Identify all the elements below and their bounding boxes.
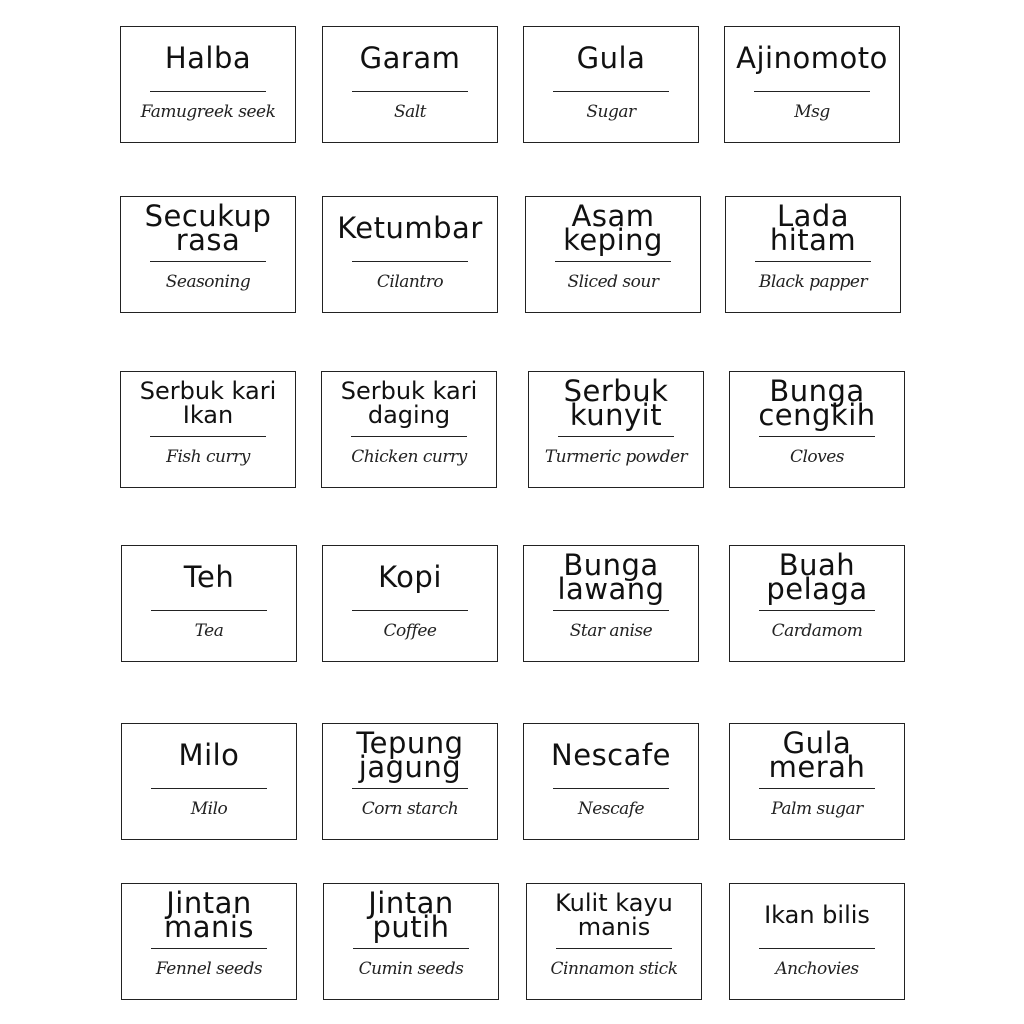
spice-label: Halba Famugreek seek [120, 26, 296, 143]
spice-label: Lada hitam Black papper [725, 196, 901, 313]
divider [553, 610, 669, 611]
spice-label: Gula Sugar [523, 26, 699, 143]
divider [151, 948, 267, 949]
spice-label: Kopi Coffee [322, 545, 498, 662]
label-subtitle: Cilantro [376, 272, 444, 292]
spice-label: Bunga cengkih Cloves [729, 371, 905, 488]
divider [150, 436, 266, 437]
divider [555, 261, 671, 262]
label-name: Ajinomoto [736, 41, 888, 75]
label-name: Teh [183, 560, 235, 594]
divider [759, 948, 875, 949]
label-name: Buah pelaga [766, 548, 868, 606]
label-name: Kulit kayu manis [555, 889, 673, 941]
divider [553, 788, 669, 789]
label-subtitle: Tea [194, 621, 224, 641]
divider [352, 91, 468, 92]
label-subtitle: Fennel seeds [155, 959, 263, 979]
divider [759, 610, 875, 611]
spice-label: Bunga lawang Star anise [523, 545, 699, 662]
label-subtitle: Corn starch [361, 799, 459, 819]
label-name: Serbuk kunyit [563, 374, 669, 432]
divider [150, 261, 266, 262]
label-subtitle: Anchovies [775, 959, 859, 979]
spice-label: Jintan manis Fennel seeds [121, 883, 297, 1000]
divider [754, 91, 870, 92]
divider [151, 788, 267, 789]
spice-label: Serbuk kari daging Chicken curry [321, 371, 497, 488]
spice-label: Ajinomoto Msg [724, 26, 900, 143]
divider [553, 91, 669, 92]
spice-label: Nescafe Nescafe [523, 723, 699, 840]
label-name: Lada hitam [769, 199, 857, 257]
label-name: Bunga lawang [557, 548, 665, 606]
label-subtitle: Cloves [789, 447, 845, 467]
divider [755, 261, 871, 262]
spice-label: Buah pelaga Cardamom [729, 545, 905, 662]
label-name: Gula merah [768, 726, 866, 784]
label-name: Jintan manis [163, 886, 255, 944]
label-subtitle: Msg [794, 102, 830, 122]
label-name: Serbuk kari Ikan [139, 377, 277, 429]
spice-label: Gula merah Palm sugar [729, 723, 905, 840]
divider [351, 436, 467, 437]
label-subtitle: Coffee [383, 621, 437, 641]
label-subtitle: Cinnamon stick [550, 959, 679, 979]
label-subtitle: Palm sugar [771, 799, 863, 819]
label-subtitle: Seasoning [165, 272, 251, 292]
label-subtitle: Cumin seeds [358, 959, 464, 979]
label-subtitle: Salt [393, 102, 427, 122]
spice-label: Serbuk kari Ikan Fish curry [120, 371, 296, 488]
divider [352, 788, 468, 789]
spice-label: Garam Salt [322, 26, 498, 143]
label-subtitle: Cardamom [771, 621, 863, 641]
label-name: Kopi [378, 560, 442, 594]
divider [558, 436, 674, 437]
label-subtitle: Chicken curry [351, 447, 467, 467]
divider [556, 948, 672, 949]
label-subtitle: Star anise [569, 621, 653, 641]
label-name: Milo [178, 738, 240, 772]
label-subtitle: Black papper [758, 272, 868, 292]
label-name: Halba [164, 41, 252, 75]
divider [353, 948, 469, 949]
label-subtitle: Famugreek seek [140, 102, 276, 122]
spice-label: Asam keping Sliced sour [525, 196, 701, 313]
spice-label: Jintan putih Cumin seeds [323, 883, 499, 1000]
label-subtitle: Nescafe [577, 799, 645, 819]
label-subtitle: Turmeric powder [544, 447, 688, 467]
spice-label: Ketumbar Cilantro [322, 196, 498, 313]
label-name: Jintan putih [368, 886, 454, 944]
divider [352, 610, 468, 611]
divider [352, 261, 468, 262]
spice-label: Milo Milo [121, 723, 297, 840]
label-name: Secukup rasa [144, 199, 272, 257]
label-name: Tepung jagung [356, 726, 464, 784]
spice-label: Secukup rasa Seasoning [120, 196, 296, 313]
divider [151, 610, 267, 611]
label-subtitle: Fish curry [166, 447, 250, 467]
spice-label: Tepung jagung Corn starch [322, 723, 498, 840]
label-name: Nescafe [551, 738, 671, 772]
divider [759, 436, 875, 437]
spice-label: Kulit kayu manis Cinnamon stick [526, 883, 702, 1000]
label-name: Bunga cengkih [758, 374, 876, 432]
label-subtitle: Milo [190, 799, 228, 819]
label-name: Serbuk kari daging [340, 377, 478, 429]
divider [759, 788, 875, 789]
label-name: Ikan bilis [764, 901, 870, 929]
label-subtitle: Sliced sour [567, 272, 659, 292]
spice-label: Ikan bilis Anchovies [729, 883, 905, 1000]
spice-label: Teh Tea [121, 545, 297, 662]
divider [150, 91, 266, 92]
label-name: Asam keping [563, 199, 663, 257]
label-name: Ketumbar [337, 211, 483, 245]
spice-label: Serbuk kunyit Turmeric powder [528, 371, 704, 488]
label-name: Garam [359, 41, 461, 75]
label-subtitle: Sugar [586, 102, 636, 122]
label-name: Gula [576, 41, 646, 75]
